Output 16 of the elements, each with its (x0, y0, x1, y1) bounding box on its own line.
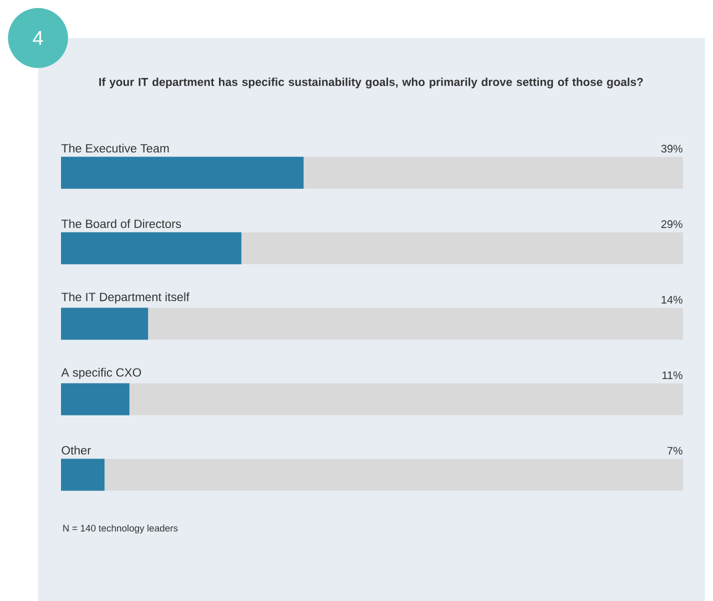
data-label: 29% (661, 220, 682, 228)
y-tick-label: A specific CXO (61, 368, 141, 380)
text: 4 (32, 31, 43, 45)
bar (61, 458, 105, 491)
y-tick-label: The Executive Team (61, 144, 169, 153)
data-label: 14% (662, 296, 682, 304)
text: N = 140 technology leaders (63, 524, 178, 534)
chart-title: If your IT department has specific sustainability goals, who primarily drove setting of those goals? (99, 78, 643, 88)
data-label: 39% (661, 144, 682, 153)
bar (61, 308, 148, 340)
data-label: 11% (662, 371, 682, 380)
y-tick-label: Other (62, 446, 91, 455)
y-tick-label: The Board of Directors (61, 219, 182, 228)
bar (61, 383, 130, 416)
y-tick-label: The IT Department itself (61, 292, 190, 304)
data-label: 7% (668, 446, 682, 455)
